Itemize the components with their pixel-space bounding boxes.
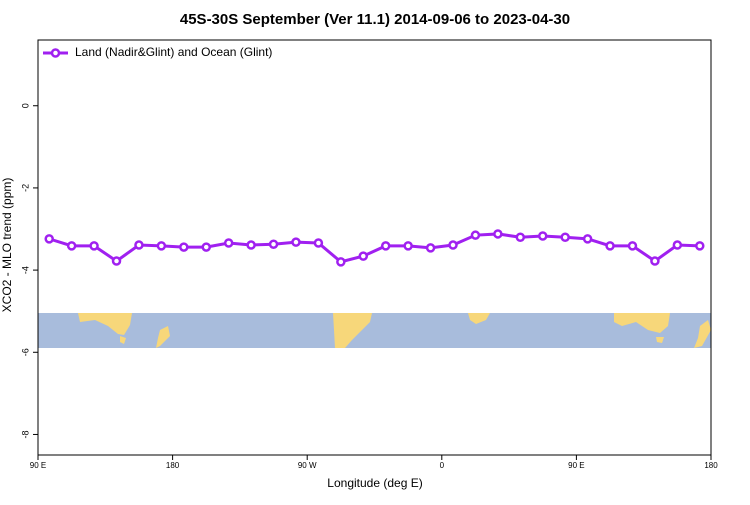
point: [246, 240, 256, 250]
chart-title: 45S-30S September (Ver 11.1) 2014-09-06 …: [180, 11, 570, 28]
point: [134, 240, 144, 250]
point: [695, 241, 705, 251]
point: [560, 232, 570, 242]
y-tick-label: -4: [20, 266, 30, 274]
legend-marker: [50, 48, 61, 58]
point: [605, 241, 615, 251]
point: [44, 234, 54, 244]
point: [66, 241, 77, 251]
point: [380, 241, 391, 251]
point: [111, 256, 122, 266]
point: [425, 243, 436, 253]
point: [538, 231, 548, 241]
point: [291, 237, 301, 247]
point: [336, 257, 346, 267]
point: [582, 234, 593, 244]
x-tick-label: 0: [440, 461, 445, 470]
plot-frame: [37, 39, 712, 456]
y-tick-label: 0: [20, 103, 30, 108]
point: [358, 251, 369, 261]
y-tick-label: -6: [20, 348, 30, 356]
x-tick-label: 90 W: [298, 461, 317, 470]
y-tick-label: -8: [20, 430, 30, 438]
point: [156, 241, 167, 251]
y-axis-label: XCO2 - MLO trend (ppm): [0, 178, 14, 313]
x-tick-label: 90 E: [30, 461, 46, 470]
map-strip: [38, 313, 711, 348]
point: [89, 241, 99, 251]
y-tick-label: -2: [20, 184, 30, 192]
point: [515, 232, 526, 242]
point: [470, 230, 481, 240]
x-tick-label: 180: [166, 461, 180, 470]
point: [650, 256, 660, 266]
x-axis-label: Longitude (deg E): [327, 476, 422, 490]
point: [672, 240, 683, 250]
point: [627, 241, 638, 251]
series-line: [48, 232, 700, 264]
point: [201, 242, 211, 252]
point: [448, 240, 458, 250]
point: [313, 238, 324, 248]
legend-label: Land (Nadir&Glint) and Ocean (Glint): [75, 45, 272, 59]
point: [268, 239, 279, 249]
point: [403, 241, 413, 251]
x-tick-label: 180: [704, 461, 718, 470]
x-tick-label: 90 E: [568, 461, 584, 470]
point: [179, 242, 189, 252]
point: [493, 229, 503, 239]
point: [223, 238, 234, 248]
